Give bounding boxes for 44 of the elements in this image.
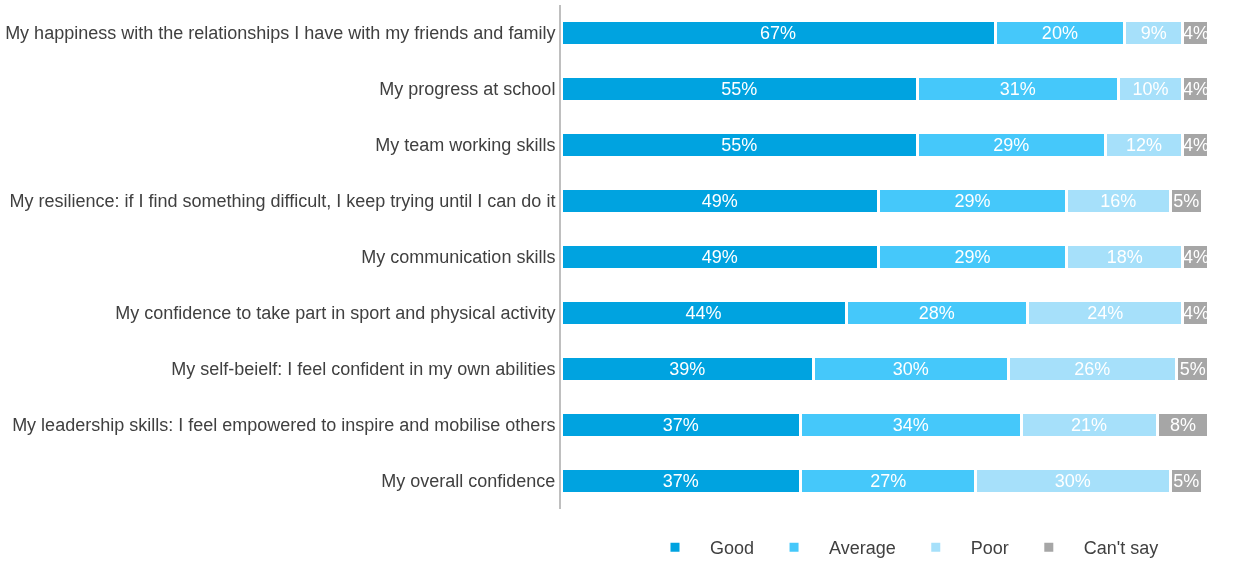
data-label: 20% (1041, 23, 1078, 43)
data-label: 34% (892, 415, 929, 435)
data-label: 9% (1140, 23, 1167, 43)
data-label: 26% (1074, 359, 1111, 379)
data-label: 21% (1071, 415, 1108, 435)
data-label: 27% (870, 471, 907, 491)
y-tick-label: My leadership skills: I feel empowered to inspire and mobilise others (12, 415, 556, 436)
y-tick-label: My happiness with the relationships I have with my friends and family (5, 23, 556, 44)
legend-label: Good (710, 538, 755, 559)
legend-label: Poor (970, 538, 1009, 559)
data-label: 29% (954, 247, 991, 267)
data-label: 49% (701, 247, 738, 267)
data-label: 10% (1132, 79, 1169, 99)
data-label: 44% (685, 303, 722, 323)
data-label: 29% (954, 191, 991, 211)
data-label: 37% (662, 471, 699, 491)
y-tick-label: My communication skills (361, 247, 556, 268)
data-label: 16% (1100, 191, 1137, 211)
data-label: 5% (1173, 471, 1200, 491)
legend-label: Average (829, 538, 896, 559)
data-label: 37% (662, 415, 699, 435)
data-label: 5% (1179, 359, 1206, 379)
y-tick-label: My team working skills (375, 135, 556, 156)
y-tick-label: My confidence to take part in sport and physical activity (115, 303, 556, 324)
data-label: 31% (999, 79, 1036, 99)
data-label: 24% (1087, 303, 1124, 323)
data-label: 55% (721, 135, 758, 155)
data-label: 5% (1173, 191, 1200, 211)
data-label: 28% (918, 303, 955, 323)
data-label: 39% (669, 359, 706, 379)
data-label: 12% (1126, 135, 1163, 155)
data-label: 55% (721, 79, 758, 99)
y-tick-label: My overall confidence (381, 471, 556, 492)
y-tick-label: My resilience: if I find something difficult, I keep trying until I can do it (9, 191, 556, 212)
data-label: 8% (1169, 415, 1196, 435)
y-tick-label: My progress at school (379, 79, 556, 100)
y-tick-label: My self-beielf: I feel confident in my own abilities (171, 359, 556, 380)
data-label: 67% (760, 23, 797, 43)
legend-label: Can't say (1083, 538, 1159, 559)
data-label: 18% (1106, 247, 1143, 267)
data-label: 49% (701, 191, 738, 211)
data-label: 30% (892, 359, 929, 379)
data-label: 29% (993, 135, 1030, 155)
data-label: 30% (1054, 471, 1091, 491)
